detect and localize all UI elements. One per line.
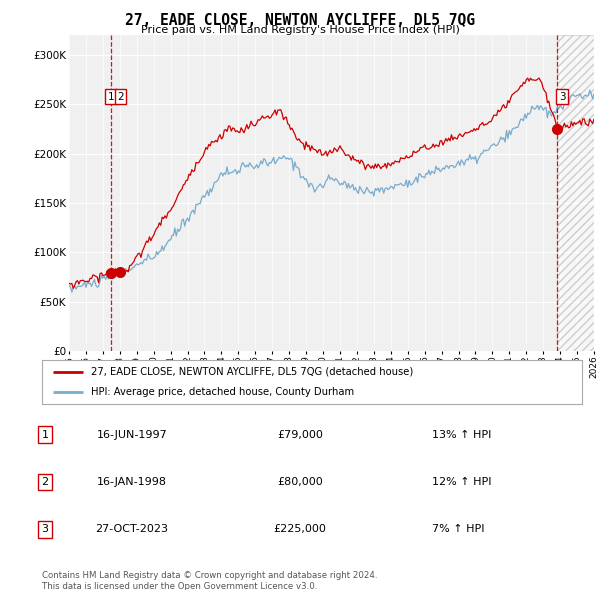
- Text: 3: 3: [41, 525, 49, 534]
- Text: 3: 3: [559, 91, 565, 101]
- Text: 27, EADE CLOSE, NEWTON AYCLIFFE, DL5 7QG (detached house): 27, EADE CLOSE, NEWTON AYCLIFFE, DL5 7QG…: [91, 367, 413, 377]
- Text: 1: 1: [107, 91, 114, 101]
- Text: 2: 2: [117, 91, 124, 101]
- Text: £80,000: £80,000: [277, 477, 323, 487]
- Text: 27, EADE CLOSE, NEWTON AYCLIFFE, DL5 7QG: 27, EADE CLOSE, NEWTON AYCLIFFE, DL5 7QG: [125, 13, 475, 28]
- Text: 12% ↑ HPI: 12% ↑ HPI: [432, 477, 491, 487]
- Text: HPI: Average price, detached house, County Durham: HPI: Average price, detached house, Coun…: [91, 387, 354, 397]
- Text: 13% ↑ HPI: 13% ↑ HPI: [432, 430, 491, 440]
- Text: 27-OCT-2023: 27-OCT-2023: [95, 525, 169, 534]
- Text: Price paid vs. HM Land Registry's House Price Index (HPI): Price paid vs. HM Land Registry's House …: [140, 25, 460, 35]
- Text: 2: 2: [41, 477, 49, 487]
- Text: 16-JAN-1998: 16-JAN-1998: [97, 477, 167, 487]
- Text: Contains HM Land Registry data © Crown copyright and database right 2024.
This d: Contains HM Land Registry data © Crown c…: [42, 571, 377, 590]
- Text: £79,000: £79,000: [277, 430, 323, 440]
- Text: 16-JUN-1997: 16-JUN-1997: [97, 430, 167, 440]
- Text: 7% ↑ HPI: 7% ↑ HPI: [432, 525, 485, 534]
- Text: £225,000: £225,000: [274, 525, 326, 534]
- Text: 1: 1: [41, 430, 49, 440]
